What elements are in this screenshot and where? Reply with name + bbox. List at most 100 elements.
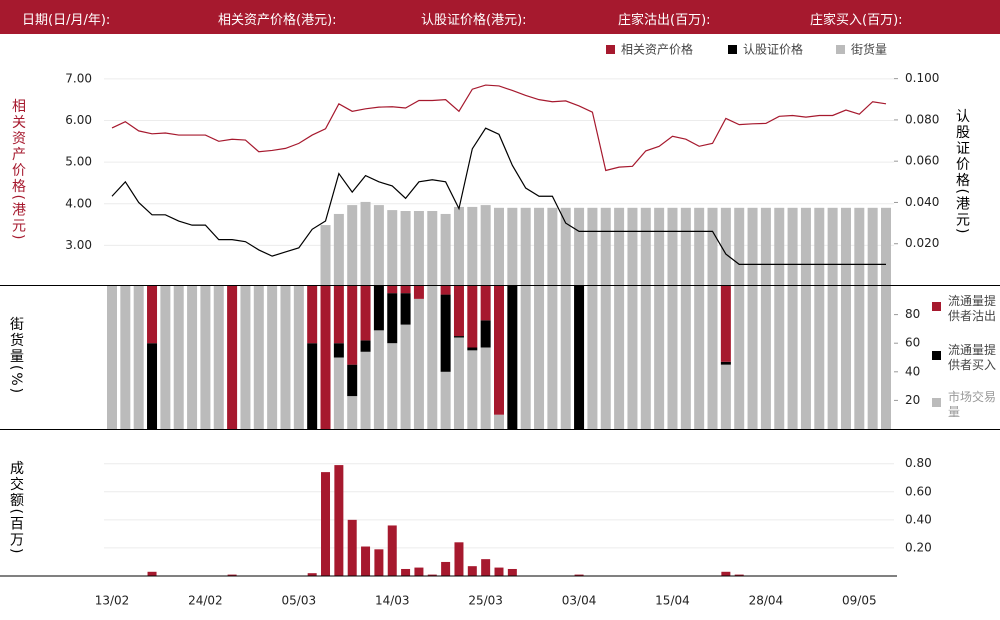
legend-swatch	[932, 351, 941, 360]
share-bar	[133, 286, 144, 429]
series-line	[111, 84, 887, 172]
stock-bar	[627, 207, 638, 285]
legend-swatch	[836, 45, 845, 54]
share-bar	[494, 414, 504, 429]
turnover-bar	[427, 574, 437, 576]
tick-label: 7.00	[65, 71, 92, 85]
share-bar	[427, 286, 438, 429]
share-bar	[187, 286, 198, 429]
share-bar	[413, 298, 424, 429]
stock-bar	[453, 206, 464, 285]
series-line	[111, 127, 886, 265]
turnover-bar	[734, 574, 744, 576]
stock-bar	[854, 207, 865, 285]
share-bar	[413, 286, 424, 299]
stock-bar	[440, 213, 451, 285]
stock-bar	[614, 207, 625, 285]
share-bar	[520, 286, 531, 429]
stock-bar	[373, 205, 384, 285]
share-bar	[147, 286, 158, 344]
stock-bar	[654, 207, 665, 285]
header-field: 日期(日/月/年):	[22, 13, 111, 28]
share-bar	[453, 336, 464, 338]
share-bar	[734, 286, 745, 429]
share-bar	[720, 286, 731, 362]
legend-swatch	[932, 302, 941, 311]
turnover-bar	[387, 525, 397, 576]
turnover-bar	[467, 566, 477, 576]
share-bar	[840, 286, 851, 429]
stock-bar	[734, 207, 745, 285]
turnover-bar	[374, 549, 384, 576]
share-bar	[360, 340, 371, 352]
stock-bar	[881, 207, 891, 285]
stock-bar	[840, 207, 851, 285]
share-bar	[867, 286, 878, 429]
turnover-bar	[441, 561, 451, 576]
stock-bar	[387, 210, 398, 285]
stock-bar	[814, 207, 825, 285]
share-bar	[680, 286, 691, 429]
stock-bar	[547, 207, 558, 285]
share-bar	[547, 286, 558, 429]
share-bar	[240, 286, 251, 429]
share-bar	[227, 286, 238, 429]
stock-bar	[413, 210, 424, 285]
tick-label: 0.020	[905, 236, 939, 250]
legend-label: 街货量	[851, 42, 887, 57]
share-bar	[400, 286, 411, 294]
stock-bar	[427, 210, 438, 285]
share-bar	[173, 286, 184, 429]
stock-bar	[640, 207, 651, 285]
share-bar	[494, 286, 504, 415]
stock-bar	[494, 207, 504, 285]
stock-bar	[600, 207, 611, 285]
stock-bar	[520, 207, 531, 285]
stock-bar	[587, 207, 598, 285]
tick-label: 0.080	[905, 112, 939, 126]
axis-label: 街货量(%)	[8, 317, 24, 395]
axis-label: 相关资产价格(港元)	[10, 99, 26, 242]
legend-label: 流通量提供者买入	[948, 343, 997, 372]
share-bar	[213, 286, 224, 429]
tick-label: 5.00	[65, 155, 92, 169]
share-bar	[440, 294, 451, 372]
share-bar	[654, 286, 665, 429]
stock-bar	[360, 201, 371, 285]
share-bar	[480, 286, 491, 321]
turnover-bar	[147, 571, 157, 576]
tick-label: 0.060	[905, 154, 939, 168]
legend-label: 相关资产价格	[621, 42, 693, 57]
turnover-bar	[334, 465, 344, 576]
share-bar	[453, 286, 464, 337]
tick-label: 0.20	[905, 540, 932, 554]
share-bar	[360, 351, 371, 429]
share-bar	[720, 361, 731, 365]
share-bar	[507, 286, 518, 429]
axis-label: 认股证价格(港元)	[954, 109, 970, 236]
turnover-bar	[361, 546, 371, 576]
share-bar	[333, 343, 344, 358]
share-bar	[827, 286, 838, 429]
stock-bar	[760, 207, 771, 285]
stock-bar	[507, 207, 518, 285]
share-bar	[747, 286, 758, 429]
share-bar	[440, 286, 451, 295]
share-bar	[360, 286, 371, 341]
share-bar	[640, 286, 651, 429]
x-tick-label: 03/04	[562, 594, 597, 608]
turnover-bar	[414, 567, 424, 576]
header-field: 相关资产价格(港元):	[218, 13, 337, 28]
share-bar	[854, 286, 865, 429]
turnover-bar	[307, 573, 317, 576]
stock-bar	[694, 207, 705, 285]
legend-label: 流通量提供者沽出	[948, 294, 997, 323]
turnover-bar	[347, 519, 357, 576]
tick-label: 80	[905, 307, 920, 321]
stock-bar	[747, 207, 758, 285]
share-bar	[667, 286, 678, 429]
tick-label: 0.80	[905, 456, 932, 470]
share-bar	[387, 293, 398, 344]
share-bar	[160, 286, 171, 429]
